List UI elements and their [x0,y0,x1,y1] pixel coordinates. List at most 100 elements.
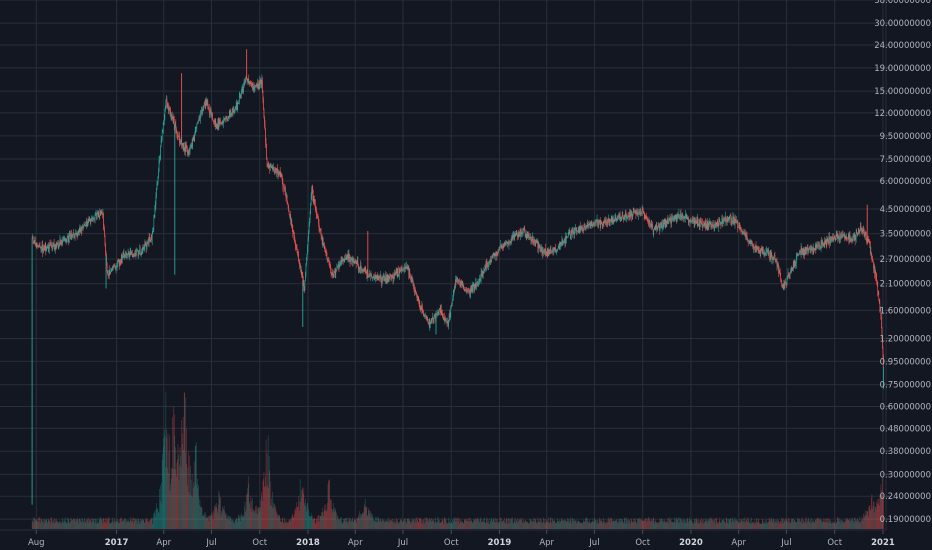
candle-body [58,246,60,248]
candle-body [428,322,429,325]
candle-body [326,252,327,254]
volume-bar [753,522,755,529]
volume-bar [443,523,444,529]
volume-bar [618,521,619,529]
candle-body [353,260,355,262]
volume-bar [526,522,528,529]
candle-body [251,83,252,85]
candle-body [787,277,788,279]
candle-body [426,316,427,319]
volume-bar [529,519,531,529]
candle-body [224,117,226,120]
candle-body [405,266,407,269]
volume-bar [375,516,376,529]
volume-bar [278,516,279,529]
volume-bar [584,521,586,529]
volume-bar [808,519,810,529]
candle-body [615,216,616,218]
volume-bars [31,392,884,529]
candle-body [214,121,216,125]
candle-body [33,242,34,244]
volume-bar [539,518,541,529]
volume-bar [777,518,778,529]
candle-body [756,246,758,249]
candle-body [508,242,509,245]
volume-bar [859,516,861,529]
candle-body [761,247,763,250]
volume-bar [861,517,863,529]
candle-body [699,221,700,227]
price-axis[interactable]: 38.0000000030.0000000024.0000000019.0000… [874,0,931,525]
candle-body [547,250,549,254]
volume-bar [414,517,416,529]
candle-body [426,316,428,319]
candle-body [126,254,128,258]
volume-bar [577,521,578,529]
volume-bar [187,467,189,529]
volume-bar [797,517,799,529]
volume-bar [718,520,720,529]
candle-body [324,248,326,250]
candle-body [144,242,146,247]
candle-body [651,226,653,228]
candle-body [783,284,785,288]
time-axis[interactable]: Aug 2017 Apr Jul Oct 2018 Apr Jul Oct 2019 Apr Jul O… [28,530,895,548]
candle-body [375,278,377,279]
volume-bar [62,518,63,529]
candle-body [176,130,178,134]
volume-bar [623,523,625,529]
volume-bar [685,519,687,529]
candle-body [471,290,472,293]
candle-body [568,232,570,234]
candle-body [735,218,736,223]
candle-body [493,254,495,256]
candle-body [562,239,563,245]
volume-bar [382,519,384,529]
candle-body [505,242,507,244]
volume-bar [460,522,462,529]
candle-body [83,224,85,227]
candle-body [200,114,201,119]
volume-bar [122,521,123,529]
candle-body [498,250,499,253]
candle-body [258,80,260,85]
volume-bar [256,505,257,529]
candle-body [818,243,819,247]
volume-bar [412,517,413,529]
candle-body [418,301,420,305]
volume-bar [384,522,386,529]
candle-body [459,280,460,283]
volume-bar [814,522,816,529]
candle-body [682,214,683,218]
volume-bar [341,523,343,529]
volume-bar [695,518,696,529]
candle-body [805,248,806,252]
volume-bar [733,519,735,529]
volume-bar [646,517,648,529]
candle-body [241,89,243,93]
volume-bar [91,518,93,529]
volume-bar [692,523,694,529]
volume-bar [603,517,604,529]
volume-bar [675,519,677,529]
volume-bar [137,523,138,529]
candle-body [566,236,567,239]
volume-bar [243,516,244,529]
volume-bar [191,473,193,529]
candle-body [186,147,188,150]
candle-body [469,291,470,295]
volume-bar [662,519,663,529]
candle-body [681,214,682,219]
volume-bar [110,523,112,529]
candle-body [486,262,487,271]
volume-bar [349,517,350,529]
volume-bar [691,520,693,529]
volume-bar [168,473,169,529]
volume-bar [742,521,744,529]
candle-body [745,232,747,238]
volume-bar [738,523,739,529]
volume-bar [112,521,114,529]
volume-bar [306,503,308,529]
volume-bar [653,517,655,529]
